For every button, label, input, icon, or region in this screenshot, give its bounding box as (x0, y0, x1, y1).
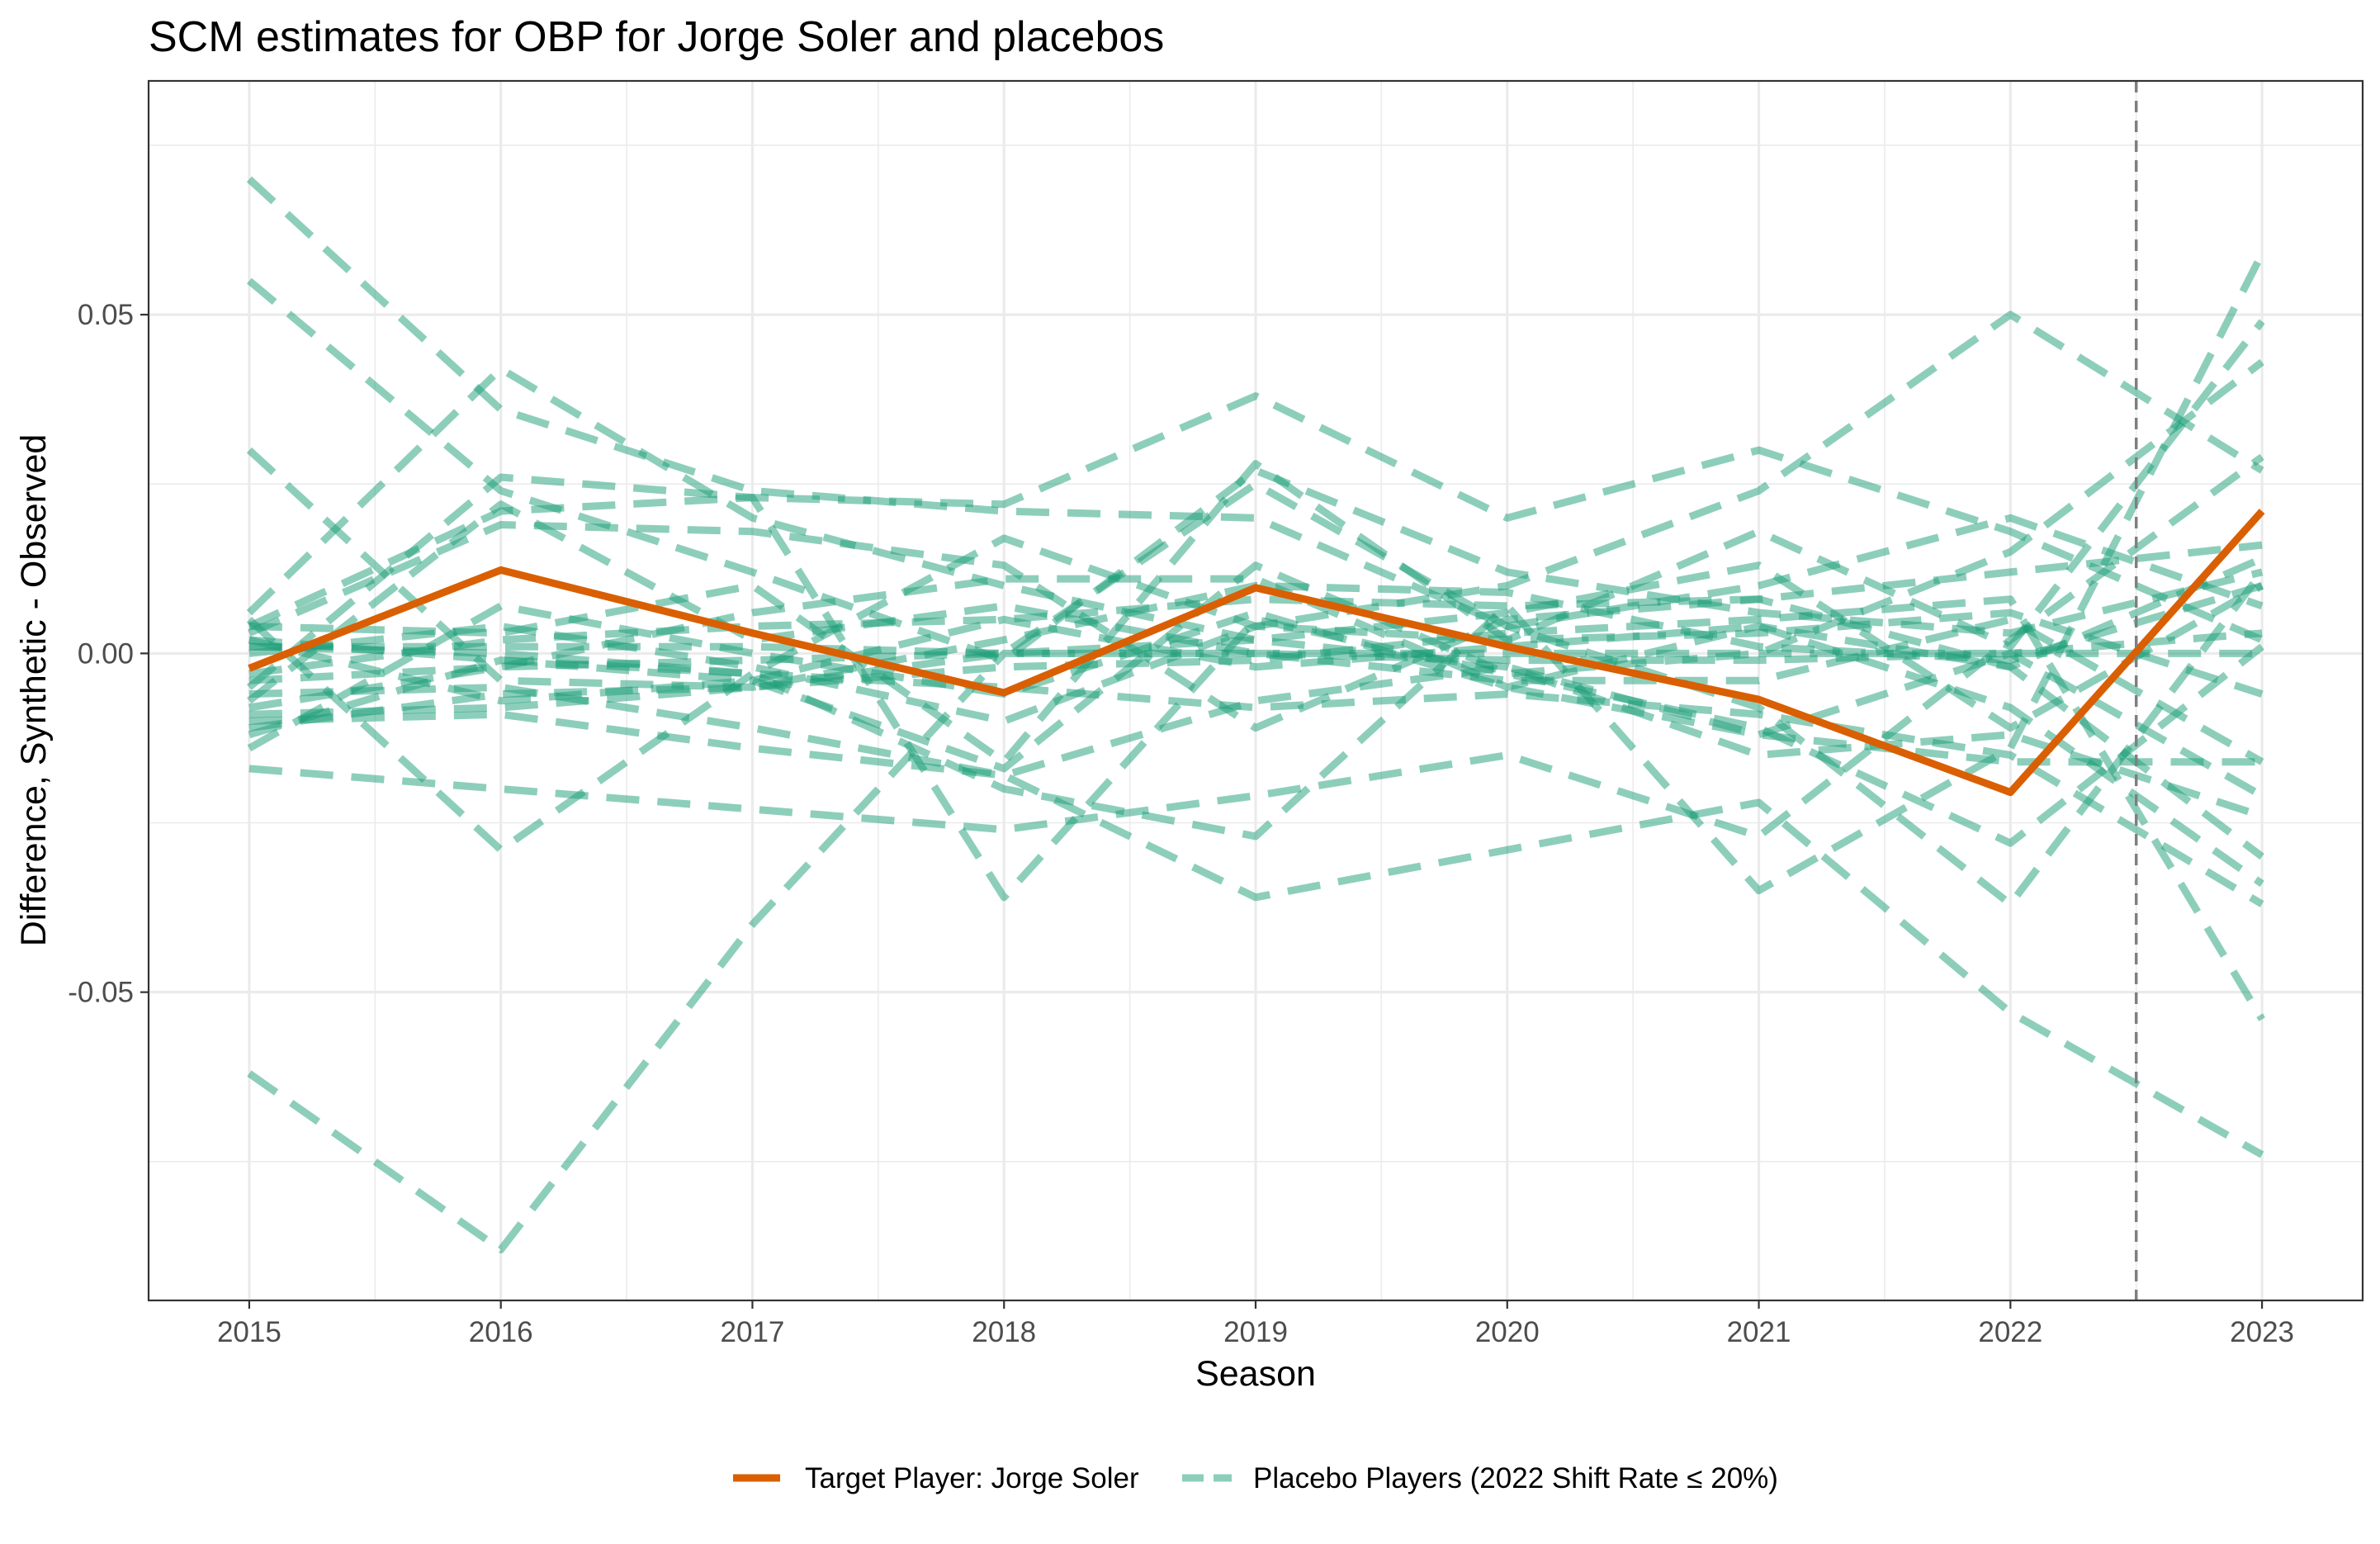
placebo-series-line (248, 615, 2264, 888)
placebo-series-line (248, 575, 2264, 860)
placebo-series-group (246, 176, 2266, 1253)
placebo-series-line (246, 176, 2264, 630)
x-tick-label: 2017 (721, 1316, 785, 1348)
y-axis-title: Difference, Synthetic - Observed (14, 434, 54, 947)
placebo-series-line (248, 392, 2264, 644)
placebo-series-line (247, 358, 2264, 902)
placebo-series-line (248, 310, 2264, 725)
placebo-series-line (247, 602, 2263, 766)
x-axis-title: Season (1195, 1354, 1316, 1394)
legend-label-placebo: Placebo Players (2022 Shift Rate ≤ 20%) (1253, 1462, 1778, 1494)
x-tick-label: 2023 (2230, 1316, 2294, 1348)
placebo-series-line (246, 365, 2264, 820)
y-axis-ticks: -0.05 0.00 0.05 (68, 299, 149, 1009)
placebo-series-line (248, 453, 2264, 841)
x-tick-label: 2020 (1475, 1316, 1540, 1348)
placebo-series-line (248, 683, 2264, 1158)
x-tick-label: 2015 (217, 1316, 282, 1348)
placebo-series-line (247, 277, 2264, 665)
placebo-series-line (248, 629, 2263, 665)
chart-title: SCM estimates for OBP for Jorge Soler an… (149, 13, 1164, 61)
legend-label-target: Target Player: Jorge Soler (805, 1462, 1139, 1494)
x-tick-label: 2019 (1223, 1316, 1288, 1348)
placebo-series-line (248, 460, 2264, 766)
placebo-series-line (247, 500, 2264, 765)
y-tick-label: -0.05 (68, 977, 134, 1009)
placebo-series-line (248, 541, 2263, 678)
x-tick-label: 2022 (1978, 1316, 2042, 1348)
x-axis-ticks: 2015 2016 2017 2018 2019 2020 2021 2022 2023 (217, 1300, 2294, 1348)
x-tick-label: 2016 (469, 1316, 533, 1348)
x-tick-label: 2018 (972, 1316, 1036, 1348)
y-tick-label: 0.00 (78, 637, 134, 670)
placebo-series-line (248, 595, 2265, 1021)
y-tick-label: 0.05 (78, 299, 134, 331)
placebo-series-line (248, 561, 2264, 847)
placebo-series-line (248, 521, 2264, 732)
target-series-line (248, 509, 2265, 797)
target-series-group (248, 509, 2265, 797)
placebo-series-line (248, 636, 2264, 907)
x-tick-label: 2021 (1727, 1316, 1791, 1348)
placebo-series-line (248, 252, 2266, 895)
legend: Target Player: Jorge Soler Placebo Playe… (733, 1462, 1778, 1494)
